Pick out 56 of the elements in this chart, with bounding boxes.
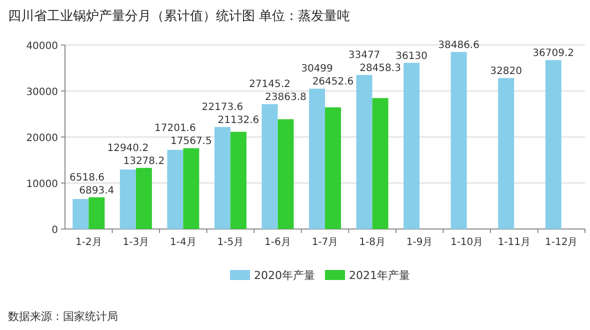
data-label: 28458.3: [360, 63, 401, 74]
y-tick-label: 0: [52, 225, 58, 236]
bar: [88, 197, 105, 229]
x-tick-label: 1-7月: [312, 237, 338, 248]
data-label: 6893.4: [79, 185, 114, 196]
x-tick-label: 1-6月: [264, 237, 291, 248]
legend-label: 2020年产量: [254, 269, 315, 282]
data-label: 17201.6: [154, 123, 196, 134]
legend-label: 2021年产量: [349, 269, 410, 282]
x-tick-label: 1-3月: [122, 237, 150, 248]
x-tick-label: 1-2月: [75, 237, 102, 248]
bar: [183, 148, 200, 229]
bar: [356, 75, 372, 229]
x-tick-label: 1-9月: [406, 237, 433, 248]
data-label: 17567.5: [170, 136, 212, 148]
x-tick-label: 1-5月: [217, 237, 244, 248]
bar: [230, 132, 246, 229]
data-label: 13278.2: [123, 156, 165, 167]
y-tick-label: 10000: [26, 179, 58, 190]
data-label: 23863.8: [265, 92, 306, 104]
data-label: 36130: [396, 50, 428, 62]
bar: [136, 168, 152, 229]
bar: [404, 62, 420, 229]
bar: [372, 98, 388, 229]
x-tick-label: 1-12月: [545, 237, 578, 248]
data-label: 32820: [490, 66, 522, 78]
bar: [167, 150, 184, 229]
bar: [72, 199, 89, 229]
x-tick-label: 1-8月: [359, 237, 386, 248]
data-label: 38486.6: [438, 40, 480, 51]
y-tick-label: 40000: [26, 41, 58, 52]
data-label: 21132.6: [218, 115, 260, 126]
bar: [325, 107, 341, 229]
data-label: 27145.2: [249, 79, 290, 90]
bar: [309, 88, 325, 229]
x-tick-label: 1-4月: [170, 237, 196, 248]
data-label: 26452.6: [312, 76, 354, 88]
y-tick-label: 20000: [26, 133, 58, 144]
bar: [498, 78, 514, 229]
bar: [214, 127, 230, 229]
bar: [262, 104, 278, 229]
data-label: 30499: [301, 64, 333, 75]
y-tick-label: 30000: [26, 87, 58, 98]
bar: [120, 169, 136, 229]
x-tick-label: 1-10月: [450, 237, 484, 248]
data-label: 12940.2: [107, 142, 149, 154]
bar: [450, 52, 467, 229]
bar: [278, 119, 294, 229]
x-tick-label: 1-11月: [498, 237, 530, 248]
data-label: 33477: [348, 50, 380, 62]
data-label: 36709.2: [532, 48, 574, 60]
source-note: 数据来源：国家统计局: [8, 310, 118, 323]
data-label: 6518.6: [70, 172, 104, 184]
data-label: 22173.6: [202, 102, 244, 113]
title: 四川省工业锅炉产量分月（累计值）统计图 单位：蒸发量吨: [8, 9, 350, 24]
bar: [545, 60, 562, 229]
